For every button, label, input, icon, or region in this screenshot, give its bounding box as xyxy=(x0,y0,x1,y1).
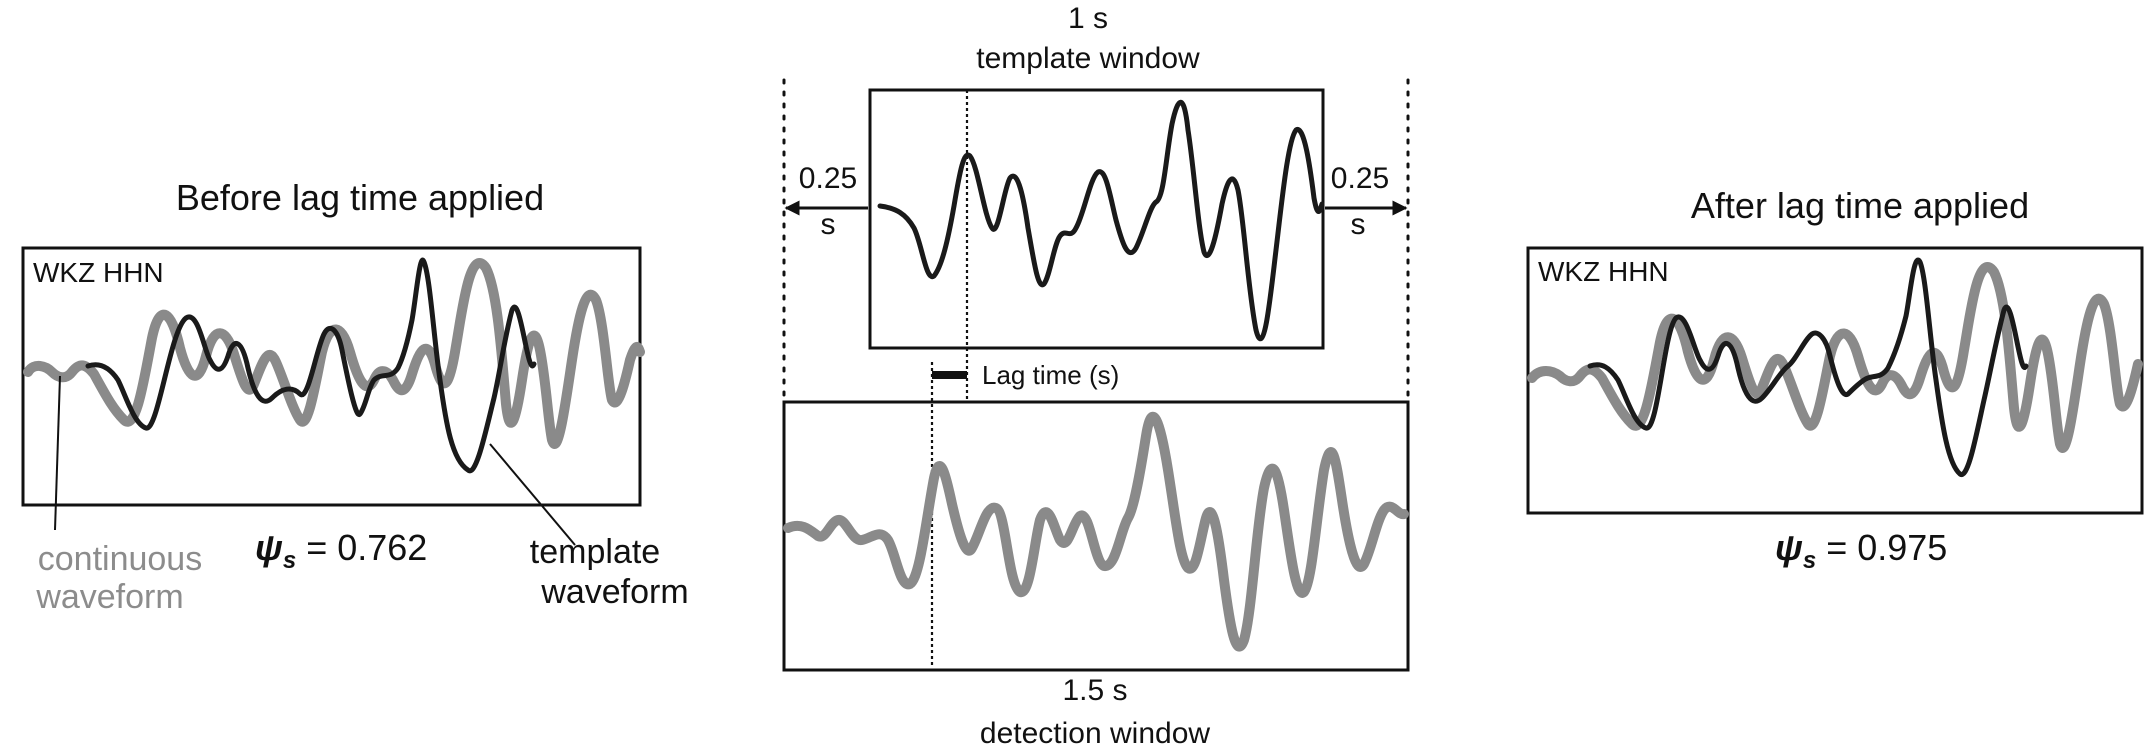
right-panel-title: After lag time applied xyxy=(1691,185,2029,226)
right-continuous-waveform xyxy=(1527,262,2143,453)
detection-window-frame xyxy=(782,400,1410,672)
left-extension-unit: s xyxy=(821,208,836,241)
detection-continuous-waveform xyxy=(783,411,1409,652)
bottom-duration-label: 1.5 s xyxy=(1062,674,1127,707)
left-psi-value: ψs = 0.762 xyxy=(255,527,427,574)
continuous-leader-line xyxy=(54,375,61,531)
top-duration-label: 1 s xyxy=(1068,2,1108,35)
detection-window-caption: detection window xyxy=(980,717,1210,750)
template-window-caption: template window xyxy=(976,42,1200,75)
right-station-label: WKZ HHN xyxy=(1538,256,1669,287)
continuous-label-line-1: continuous xyxy=(38,540,202,578)
template-label-line-1: template xyxy=(530,533,660,571)
template-window-frame xyxy=(868,88,1325,350)
center-template-waveform xyxy=(877,99,1325,341)
left-extension-value: 0.25 xyxy=(799,162,857,195)
right-template-waveform xyxy=(1587,257,2029,477)
template-label-line-2: waveform xyxy=(540,573,688,611)
lag-time-label: Lag time (s) xyxy=(982,360,1119,390)
left-panel-frame xyxy=(21,246,642,507)
right-psi-value: ψs = 0.975 xyxy=(1775,527,1947,574)
template-leader-line xyxy=(489,443,576,546)
left-station-label: WKZ HHN xyxy=(33,257,164,288)
right-extension-value: 0.25 xyxy=(1331,162,1389,195)
left-template-waveform xyxy=(85,257,537,474)
continuous-label-line-2: waveform xyxy=(35,578,183,616)
left-continuous-waveform xyxy=(23,258,645,449)
right-extension-unit: s xyxy=(1351,208,1366,241)
left-panel-title: Before lag time applied xyxy=(176,177,544,218)
